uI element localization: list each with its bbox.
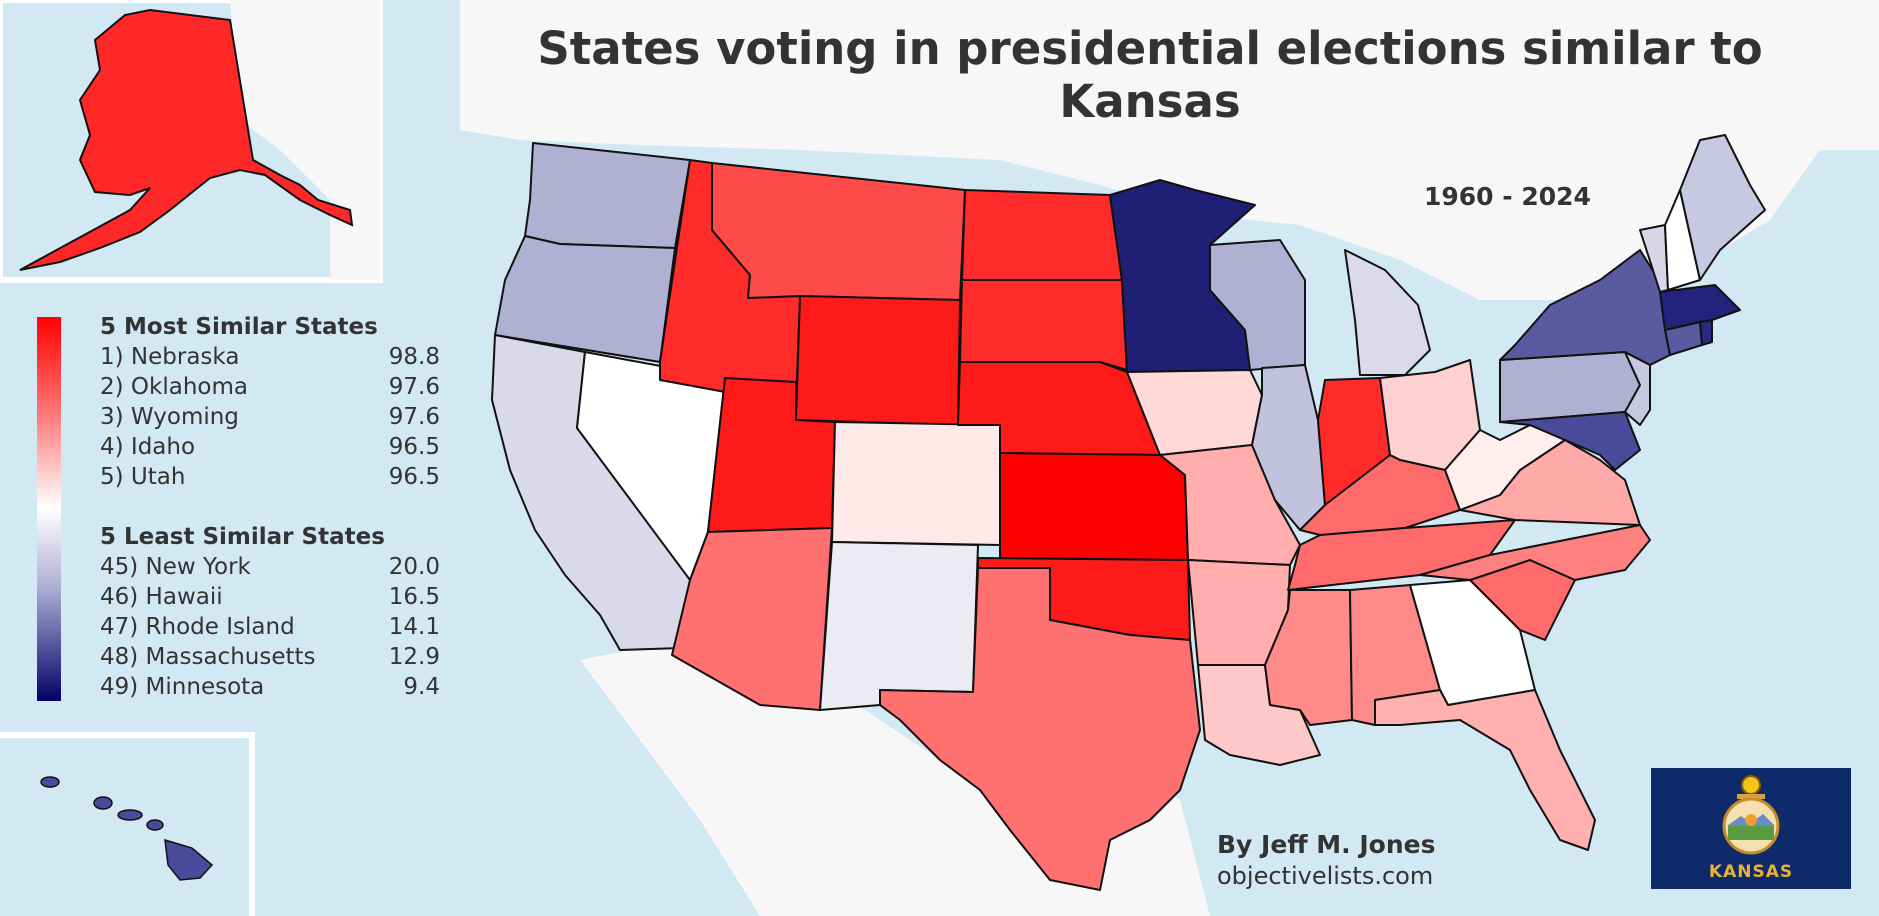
legend-value: 14.1 — [389, 612, 440, 642]
legend-state: 48) Massachusetts — [100, 642, 316, 672]
legend-state: 49) Minnesota — [100, 672, 264, 702]
legend-value: 96.5 — [389, 432, 440, 462]
state-rhode-island — [1700, 320, 1712, 345]
sunflower-icon — [1742, 776, 1760, 794]
legend-row: 45) New York 20.0 — [100, 552, 440, 582]
state-montana — [712, 163, 965, 300]
legend-value: 12.9 — [389, 642, 440, 672]
legend-value: 16.5 — [389, 582, 440, 612]
state-new-mexico — [820, 542, 978, 710]
legend-row: 5) Utah 96.5 — [100, 462, 440, 492]
legend-state: 47) Rhode Island — [100, 612, 295, 642]
legend-row: 4) Idaho 96.5 — [100, 432, 440, 462]
legend-state: 4) Idaho — [100, 432, 195, 462]
legend-value: 20.0 — [389, 552, 440, 582]
legend: 5 Most Similar States 1) Nebraska 98.8 2)… — [100, 312, 440, 702]
state-north-dakota — [962, 190, 1122, 280]
legend-color-scale — [37, 317, 61, 701]
legend-row: 3) Wyoming 97.6 — [100, 402, 440, 432]
hawaii-inset — [0, 735, 252, 916]
legend-state: 46) Hawaii — [100, 582, 223, 612]
legend-row: 2) Oklahoma 97.6 — [100, 372, 440, 402]
kansas-flag: KANSAS — [1651, 768, 1851, 889]
legend-row: 47) Rhode Island 14.1 — [100, 612, 440, 642]
legend-row: 46) Hawaii 16.5 — [100, 582, 440, 612]
legend-state: 5) Utah — [100, 462, 185, 492]
legend-value: 97.6 — [389, 372, 440, 402]
map-title: States voting in presidential elections … — [460, 22, 1840, 128]
website-credit: objectivelists.com — [1217, 862, 1433, 890]
legend-most-heading: 5 Most Similar States — [100, 312, 440, 342]
state-michigan — [1345, 250, 1430, 375]
legend-value: 98.8 — [389, 342, 440, 372]
legend-row: 49) Minnesota 9.4 — [100, 672, 440, 702]
legend-state: 1) Nebraska — [100, 342, 239, 372]
legend-state: 45) New York — [100, 552, 251, 582]
legend-least-heading: 5 Least Similar States — [100, 522, 440, 552]
state-kansas — [1000, 453, 1188, 560]
state-washington — [525, 143, 690, 248]
legend-row: 1) Nebraska 98.8 — [100, 342, 440, 372]
legend-row: 48) Massachusetts 12.9 — [100, 642, 440, 672]
state-colorado — [832, 422, 1000, 545]
legend-value: 96.5 — [389, 462, 440, 492]
state-florida — [1375, 690, 1595, 850]
author-credit: By Jeff M. Jones — [1217, 830, 1435, 859]
state-wyoming — [796, 296, 960, 425]
state-south-dakota — [960, 280, 1127, 370]
year-range: 1960 - 2024 — [1424, 182, 1591, 211]
legend-state: 3) Wyoming — [100, 402, 239, 432]
flag-label: KANSAS — [1651, 862, 1851, 882]
legend-state: 2) Oklahoma — [100, 372, 248, 402]
legend-value: 97.6 — [389, 402, 440, 432]
legend-value: 9.4 — [403, 672, 440, 702]
